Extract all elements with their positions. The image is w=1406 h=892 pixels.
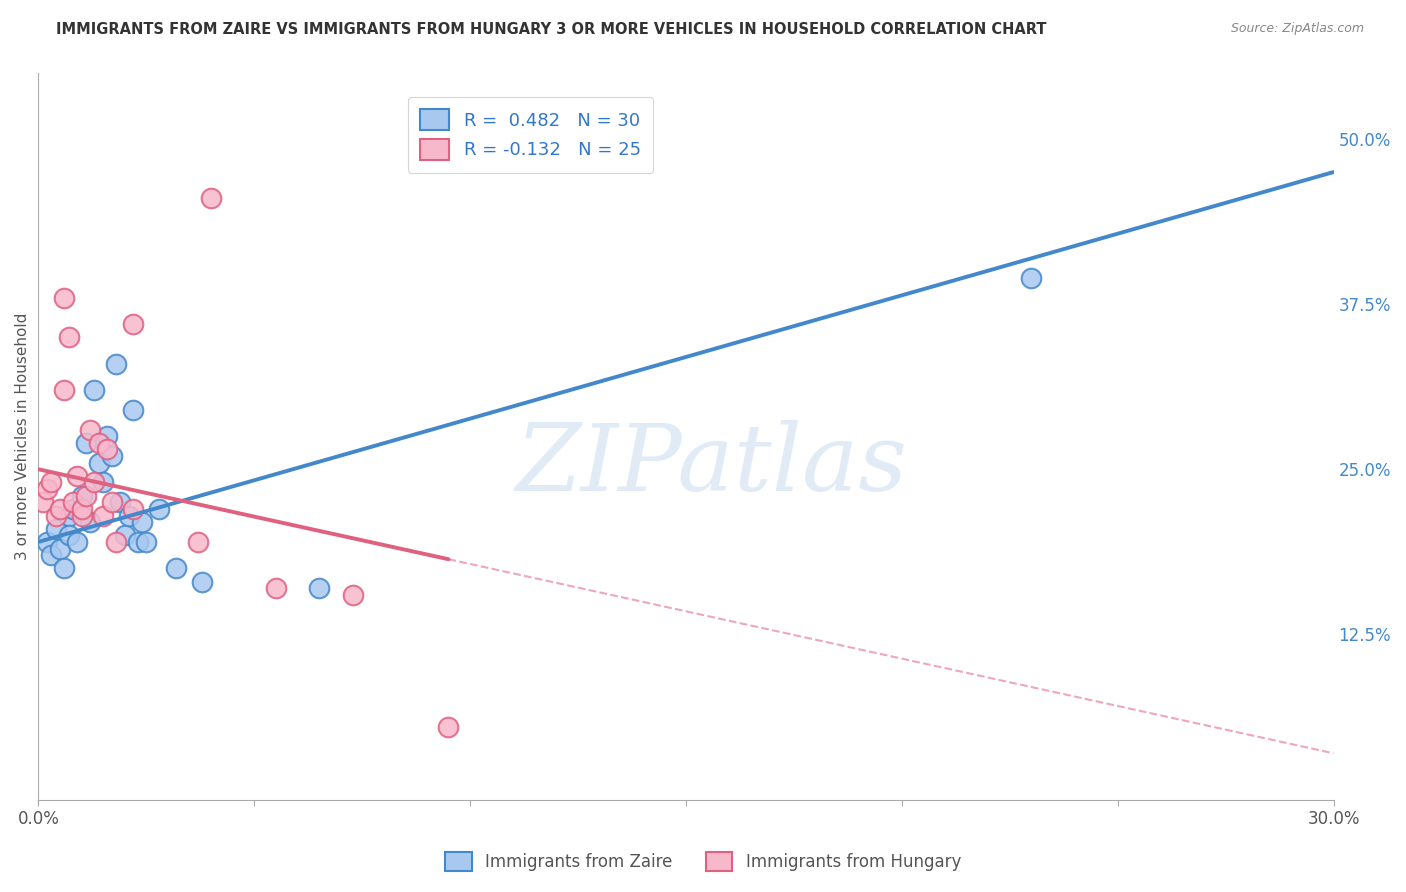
Point [31,495,53,509]
Point [58,508,80,523]
Point [166,561,188,575]
Point [148,502,170,516]
Point [49,541,72,556]
Point [127,535,149,549]
Point [308,581,330,595]
Point [53,291,76,305]
Text: Source: ZipAtlas.com: Source: ZipAtlas.com [1230,22,1364,36]
Point [58,528,80,542]
Point [118,508,141,523]
Point [187,535,209,549]
Point [110,495,132,509]
Point [58,330,80,344]
Point [66,468,89,483]
Point [53,383,76,397]
Point [87,456,110,470]
Point [75,489,97,503]
Point [200,192,222,206]
Point [49,502,72,516]
Point [100,449,122,463]
Point [79,423,101,437]
Y-axis label: 3 or more Vehicles in Household: 3 or more Vehicles in Household [15,312,30,560]
Point [35,535,58,549]
Point [122,502,145,516]
Point [437,720,460,734]
Point [39,475,62,490]
Point [70,489,93,503]
Point [53,561,76,575]
Point [62,495,84,509]
Point [83,475,105,490]
Point [35,482,58,496]
Point [1021,270,1043,285]
Point [135,535,157,549]
Text: IMMIGRANTS FROM ZAIRE VS IMMIGRANTS FROM HUNGARY 3 OR MORE VEHICLES IN HOUSEHOLD: IMMIGRANTS FROM ZAIRE VS IMMIGRANTS FROM… [56,22,1046,37]
Point [105,535,128,549]
Point [79,515,101,529]
Point [342,588,364,602]
Point [122,317,145,331]
Point [70,502,93,516]
Point [100,495,122,509]
Point [122,402,145,417]
Point [96,429,118,443]
Point [87,435,110,450]
Point [45,522,67,536]
Point [105,357,128,371]
Point [66,535,89,549]
Point [45,508,67,523]
Point [75,435,97,450]
Point [83,383,105,397]
Point [91,475,114,490]
Point [62,502,84,516]
Point [70,508,93,523]
Point [96,442,118,457]
Point [191,574,214,589]
Point [39,548,62,562]
Legend: Immigrants from Zaire, Immigrants from Hungary: Immigrants from Zaire, Immigrants from H… [437,843,969,880]
Point [91,508,114,523]
Point [131,515,153,529]
Legend: R =  0.482   N = 30, R = -0.132   N = 25: R = 0.482 N = 30, R = -0.132 N = 25 [408,96,654,172]
Text: ZIPatlas: ZIPatlas [516,420,908,510]
Point [114,528,136,542]
Point [264,581,287,595]
